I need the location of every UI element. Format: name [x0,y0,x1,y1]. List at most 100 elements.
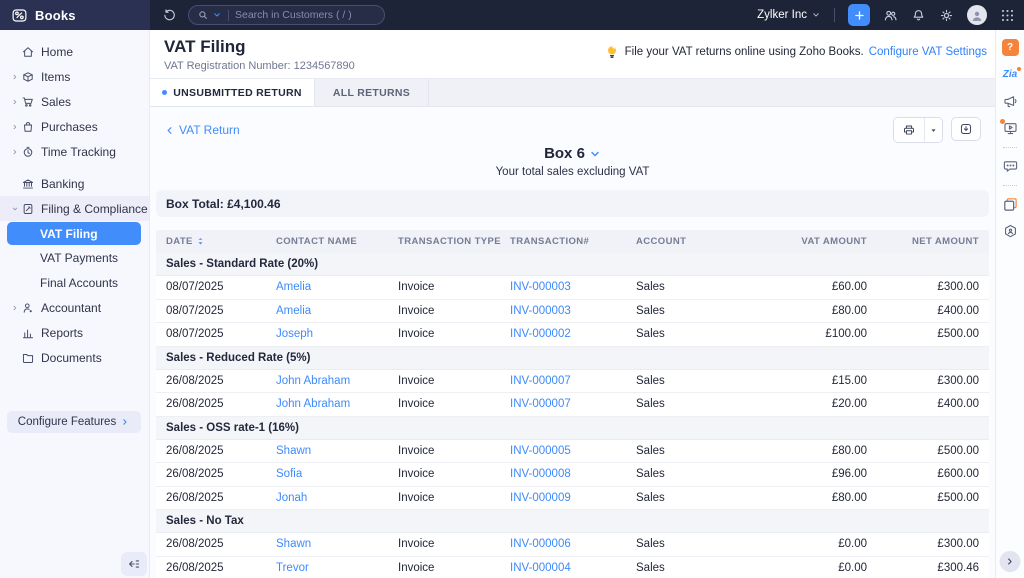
banking-icon [21,177,35,191]
community-icon[interactable] [1002,223,1019,240]
print-button-group [893,117,943,143]
sidebar-item-filing-compliance[interactable]: Filing & Compliance [0,196,149,221]
cell-date: 26/08/2025 [166,375,276,387]
users-icon[interactable] [883,8,898,23]
cell-account: Sales [636,281,776,293]
sidebar-item-home[interactable]: Home [0,39,149,64]
global-search-input[interactable]: Search in Customers ( / ) [188,5,385,25]
cell-vat-amount: £60.00 [776,281,867,293]
contact-name-link[interactable]: Joseph [276,328,398,340]
transaction-number-link[interactable]: INV-000006 [510,538,636,550]
demo-video-icon[interactable] [1002,120,1019,137]
page-header: VAT Filing VAT Registration Number: 1234… [150,30,995,78]
sidebar-item-reports[interactable]: Reports [0,320,149,345]
back-to-vat-return-link[interactable]: VAT Return [164,123,240,137]
cell-transaction-type: Invoice [398,398,510,410]
export-pdf-button[interactable] [951,117,981,141]
transaction-number-link[interactable]: INV-000002 [510,328,636,340]
chevron-down-icon [11,204,19,214]
sidebar-item-documents[interactable]: Documents [0,345,149,370]
configure-features-label: Configure Features [18,416,116,428]
sidebar-item-vat-filing[interactable]: VAT Filing [7,222,141,245]
print-options-caret[interactable] [924,118,942,142]
rail-icons: ? Zia [1002,39,1019,240]
cell-net-amount: £300.00 [867,375,979,387]
quick-create-button[interactable] [848,4,870,26]
apps-grid-icon[interactable] [1000,8,1015,23]
transaction-number-link[interactable]: INV-000009 [510,492,636,504]
cell-net-amount: £500.00 [867,445,979,457]
sidebar-item-banking[interactable]: Banking [0,171,149,196]
box-total-label: Box Total: £4,100.46 [166,197,281,211]
transaction-number-link[interactable]: INV-000008 [510,468,636,480]
contact-name-link[interactable]: Amelia [276,281,398,293]
contact-name-link[interactable]: Shawn [276,445,398,457]
sidebar-item-vat-payments[interactable]: VAT Payments [0,245,149,270]
column-header-date[interactable]: DATE [166,236,276,247]
cell-transaction-type: Invoice [398,562,510,574]
sidebar-item-purchases[interactable]: Purchases [0,114,149,139]
transaction-number-link[interactable]: INV-000004 [510,562,636,574]
cell-account: Sales [636,375,776,387]
topbar-divider [834,8,835,22]
contact-name-link[interactable]: Shawn [276,538,398,550]
table-row: 26/08/2025John AbrahamInvoiceINV-000007S… [156,393,989,417]
print-button[interactable] [894,118,924,142]
contact-name-link[interactable]: Amelia [276,305,398,317]
cell-transaction-type: Invoice [398,538,510,550]
transaction-number-link[interactable]: INV-000003 [510,305,636,317]
accountant-icon [21,301,35,315]
contact-name-link[interactable]: Trevor [276,562,398,574]
sidebar-collapse-button[interactable] [121,552,147,576]
tab-all-returns[interactable]: ALL RETURNS [315,79,429,106]
table-row: 08/07/2025AmeliaInvoiceINV-000003Sales£6… [156,276,989,300]
cell-account: Sales [636,492,776,504]
transaction-number-link[interactable]: INV-000007 [510,375,636,387]
box-title: Box 6 [544,145,585,162]
announcements-icon[interactable] [1002,93,1019,110]
column-header-contact-name: CONTACT NAME [276,236,398,247]
chevron-right-icon [11,147,19,157]
tab-unsubmitted-return[interactable]: UNSUBMITTED RETURN [150,79,315,106]
sidebar-item-final-accounts[interactable]: Final Accounts [0,270,149,295]
sidebar-nav: HomeItemsSalesPurchasesTime Tracking Bank… [0,39,149,370]
sales-icon [21,95,35,109]
notifications-bell-icon[interactable] [911,8,926,23]
sidebar-item-accountant[interactable]: Accountant [0,295,149,320]
sidebar-item-items[interactable]: Items [0,64,149,89]
vat-registration-number: VAT Registration Number: 1234567890 [164,60,981,72]
sidebar: HomeItemsSalesPurchasesTime Tracking Bank… [0,30,150,578]
org-selector[interactable]: Zylker Inc [757,9,821,21]
user-avatar[interactable] [967,5,987,25]
rail-expand-button[interactable] [1000,551,1021,572]
column-label: TRANSACTION TYPE [398,236,501,247]
sidebar-item-time-tracking[interactable]: Time Tracking [0,139,149,164]
cell-account: Sales [636,445,776,457]
transaction-number-link[interactable]: INV-000003 [510,281,636,293]
transaction-number-link[interactable]: INV-000007 [510,398,636,410]
chevron-spacer [11,179,19,189]
box-selector[interactable]: Box 6 [544,145,601,162]
transaction-number-link[interactable]: INV-000005 [510,445,636,457]
cell-date: 08/07/2025 [166,305,276,317]
app-logo-area[interactable]: Books [0,0,150,30]
contact-name-link[interactable]: John Abraham [276,398,398,410]
contact-name-link[interactable]: Sofia [276,468,398,480]
sidebar-item-label: VAT Filing [40,227,98,241]
contact-name-link[interactable]: John Abraham [276,375,398,387]
contact-name-link[interactable]: Jonah [276,492,398,504]
configure-vat-settings-link[interactable]: Configure VAT Settings [869,46,987,58]
help-icon[interactable]: ? [1002,39,1019,56]
cell-vat-amount: £80.00 [776,492,867,504]
settings-gear-icon[interactable] [939,8,954,23]
table-row: 26/08/2025TrevorInvoiceINV-000004Sales£0… [156,557,989,578]
recent-history-icon[interactable] [162,8,177,23]
chat-icon[interactable] [1002,158,1019,175]
chevron-spacer [11,328,19,338]
zia-icon[interactable]: Zia [1002,66,1019,83]
sort-icon[interactable] [196,236,205,247]
sidebar-item-sales[interactable]: Sales [0,89,149,114]
gallery-icon[interactable] [1002,196,1019,213]
configure-features-button[interactable]: Configure Features [7,411,141,433]
column-label: ACCOUNT [636,236,686,247]
